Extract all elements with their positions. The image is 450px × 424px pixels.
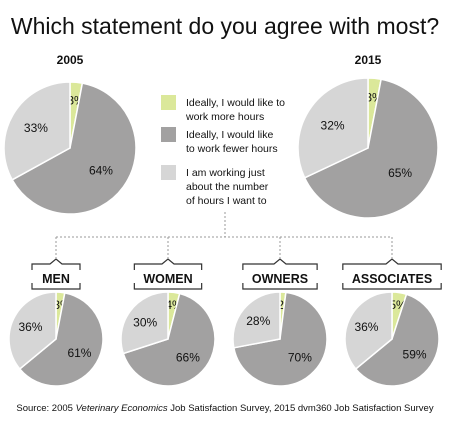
pie-men-label-same: 36%: [18, 320, 42, 334]
bracket-top-men: [31, 258, 81, 270]
legend-swatch-more: [161, 95, 176, 110]
pie-owners-slice-same: [232, 291, 281, 349]
pie-2015-slice-same: [297, 77, 369, 179]
pie-owners: OWNERS2%70%28%: [232, 258, 328, 387]
legend-label-same-line-2: about the number: [186, 181, 269, 193]
pie-associates-slice-fewer: [354, 293, 440, 387]
pie-title-women: WOMEN: [143, 272, 192, 286]
legend-label-more-line-1: Ideally, I would like to: [186, 97, 285, 109]
connector-lines: [55, 212, 393, 258]
source-prefix: Source: 2005: [16, 403, 75, 414]
pie-men-label-fewer: 61%: [67, 346, 91, 360]
legend-swatch-same: [161, 165, 176, 180]
legend: Ideally, I would like to work more hours I…: [161, 95, 285, 207]
legend-label-same-line-1: I am working just: [186, 167, 265, 179]
pie-men-slice-fewer: [18, 291, 104, 387]
pie-associates-label-same: 36%: [354, 320, 378, 334]
pie-women-label-same: 30%: [133, 315, 157, 329]
pie-title-owners: OWNERS: [252, 272, 308, 286]
legend-swatch-fewer: [161, 127, 176, 142]
source-suffix: Job Satisfaction Survey, 2015 dvm360 Job…: [168, 403, 434, 414]
pie-title-men: MEN: [42, 272, 70, 286]
pie-women-label-fewer: 66%: [176, 351, 200, 365]
bracket-top-owners: [242, 258, 318, 270]
pie-title-2005: 2005: [57, 53, 84, 67]
legend-label-same-line-3: of hours I want to: [186, 195, 267, 207]
legend-label-fewer-line-2: to work fewer hours: [186, 143, 278, 155]
bracket-top-associates: [342, 258, 442, 270]
pie-2005-slice-same: [3, 81, 71, 181]
pie-women-slice-same: [120, 291, 169, 355]
chart-title: Which statement do you agree with most?: [11, 13, 439, 39]
pie-associates-slice-same: [344, 291, 393, 371]
pie-men: MEN3%61%36%: [8, 258, 104, 387]
bracket-bottom-men: [31, 283, 81, 290]
bracket-top-women: [133, 258, 203, 270]
pie-associates-label-fewer: 59%: [403, 347, 427, 361]
pie-title-2015: 2015: [355, 53, 382, 67]
bracket-bottom-associates: [342, 283, 442, 290]
legend-label-more-line-2: work more hours: [185, 111, 264, 123]
pie-owners-label-same: 28%: [246, 314, 270, 328]
pie-2015-slice-fewer: [303, 78, 439, 219]
pie-2005-label-fewer: 64%: [89, 164, 113, 178]
pie-2005-slice-fewer: [11, 82, 137, 215]
source-italic: Veterinary Economics: [76, 403, 168, 414]
bracket-bottom-owners: [242, 283, 318, 290]
pie-2015-label-fewer: 65%: [388, 166, 412, 180]
pie-women-slice-fewer: [122, 292, 216, 387]
bracket-bottom-women: [133, 283, 203, 290]
pie-2015-label-same: 32%: [321, 118, 345, 132]
pie-owners-label-fewer: 70%: [288, 351, 312, 365]
source-note: Source: 2005 Veterinary Economics Job Sa…: [16, 403, 433, 414]
pie-group: 20053%64%33%20153%65%32%MEN3%61%36%WOMEN…: [3, 53, 442, 387]
pie-title-associates: ASSOCIATES: [352, 272, 432, 286]
legend-label-fewer-line-1: Ideally, I would like: [186, 129, 274, 141]
pie-2005-label-same: 33%: [24, 121, 48, 135]
pie-men-slice-same: [8, 291, 57, 371]
